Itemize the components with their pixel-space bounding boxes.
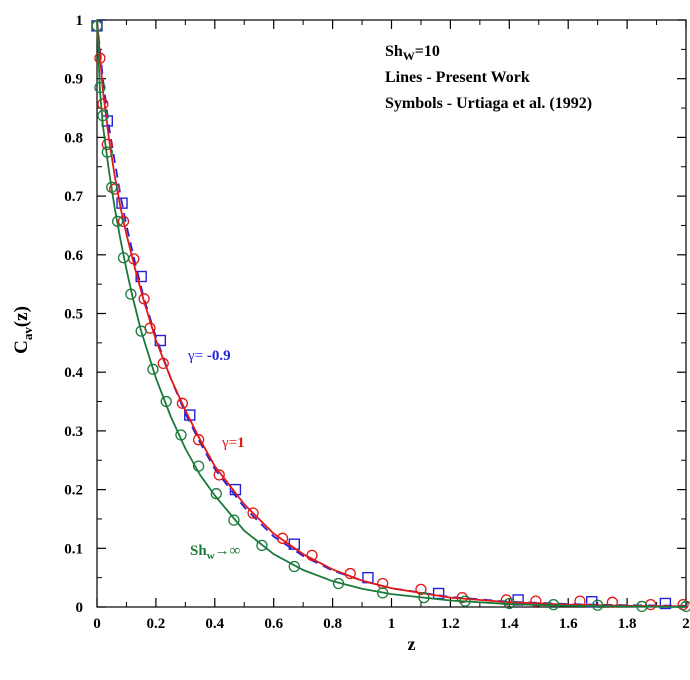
legend-line-2: Lines - Present Work: [385, 69, 530, 86]
series-marker-circle: [256, 539, 268, 552]
series-marker-circle: [247, 507, 259, 519]
series-label: γ=1: [221, 435, 245, 451]
x-tick-label: 0.8: [323, 616, 342, 632]
legend-line-1-main: Sh: [385, 43, 403, 60]
series-marker-circle: [306, 549, 318, 561]
series-line: [96, 19, 687, 608]
series-marker-circle: [332, 577, 345, 590]
series-marker-circle: [91, 20, 103, 32]
y-tick-label: 0.9: [64, 72, 83, 88]
x-tick-label: 1.6: [559, 616, 578, 632]
series-marker-square: [116, 197, 128, 209]
legend-line-1-sub: W: [403, 49, 415, 63]
y-axis-title: Cav(z): [11, 306, 35, 354]
series-marker-circle: [636, 600, 648, 613]
legend-line-3: Symbols - Urtiaga et al. (1992): [385, 95, 592, 112]
series-marker-circle: [276, 532, 289, 544]
series-marker-circle: [125, 288, 137, 300]
series-marker-circle: [147, 363, 159, 375]
series-marker-circle: [288, 560, 300, 573]
series-marker-circle: [547, 599, 560, 611]
series-label-tail: -0.9: [203, 348, 231, 364]
y-tick-label: 0.6: [64, 248, 83, 264]
series-label-main: Sh: [190, 543, 207, 559]
series-marker-circle: [101, 138, 113, 151]
series-marker-circle: [213, 469, 225, 481]
y-tick-label: 0.4: [64, 365, 83, 381]
series-marker-circle: [94, 52, 106, 64]
series-marker-circle: [503, 597, 515, 610]
x-tick-label: 0: [93, 616, 101, 632]
series-marker-circle: [377, 587, 389, 599]
series-marker-circle: [192, 434, 205, 446]
series-marker-circle: [157, 357, 169, 370]
legend-line-1: ShW=10: [385, 43, 440, 63]
y-tick-label: 0.8: [64, 130, 83, 146]
series-marker-circle: [192, 460, 205, 472]
y-tick-label: 0.7: [64, 189, 83, 205]
series-marker-circle: [117, 215, 130, 227]
series-marker-circle: [377, 577, 389, 590]
series-marker-circle: [97, 98, 109, 110]
series-marker-circle: [117, 252, 130, 264]
axes: 0 0.2 0.4 0.6 0.8 1 1.2 1.4 1.6 1.8 2 0 0.1 0.2 0.3 0.4…: [64, 13, 690, 632]
y-axis-title-suffix: (z): [11, 306, 32, 327]
series-marker-circle: [210, 488, 222, 500]
series-marker-circle: [160, 395, 172, 408]
x-tick-label: 1: [388, 616, 396, 632]
y-tick-label: 0.5: [64, 307, 83, 323]
series-marker-circle: [175, 429, 187, 441]
series-marker-circle: [456, 591, 468, 604]
x-tick-label: 0.6: [264, 616, 283, 632]
series-label-tail: →∞: [215, 543, 241, 559]
series-marker-circle: [680, 600, 690, 613]
y-axis-title-sub: av: [20, 327, 35, 341]
y-axis-title-main: C: [11, 340, 32, 354]
series-marker-circle: [459, 595, 471, 607]
series-marker-square: [659, 597, 672, 610]
series-label-main: γ=: [187, 348, 203, 364]
series-marker-circle: [138, 293, 150, 305]
series-marker-circle: [418, 591, 430, 604]
series-marker-circle: [97, 110, 109, 122]
series-3: [91, 19, 690, 613]
x-axis-title: z: [408, 634, 416, 654]
series-marker-circle: [176, 397, 189, 409]
series-label-main: γ=: [221, 435, 237, 451]
series-label: γ= -0.9: [187, 348, 231, 364]
series-marker-circle: [94, 81, 106, 94]
legend-line-1-tail: =10: [415, 43, 440, 60]
series-marker-circle: [592, 599, 604, 611]
series-label: Shw→∞: [190, 543, 241, 562]
series-layer: [91, 19, 690, 613]
y-tick-label: 0.1: [64, 541, 83, 557]
series-marker-square: [135, 270, 147, 283]
series-label-sub: w: [207, 550, 215, 562]
y-tick-label: 0.2: [64, 483, 83, 499]
series-marker-circle: [645, 599, 657, 611]
series-label-tail: 1: [237, 435, 245, 451]
series-marker-circle: [500, 594, 513, 606]
x-tick-label: 1.2: [441, 616, 460, 632]
x-tick-label: 2: [682, 616, 690, 632]
series-marker-circle: [228, 514, 240, 526]
x-tick-label: 1.8: [618, 616, 637, 632]
x-tick-label: 0.4: [205, 616, 224, 632]
x-tick-label: 1.4: [500, 616, 519, 632]
series-marker-circle: [101, 146, 113, 158]
y-tick-label: 0.3: [64, 424, 83, 440]
series-marker-square: [229, 483, 242, 496]
series-marker-circle: [106, 181, 118, 193]
series-marker-circle: [344, 567, 356, 580]
series-marker-circle: [111, 215, 124, 227]
y-tick-label: 1: [76, 13, 84, 29]
series-marker-circle: [606, 596, 619, 608]
x-tick-label: 0.2: [147, 616, 166, 632]
series-marker-circle: [135, 325, 147, 337]
y-tick-label: 0: [76, 600, 84, 616]
series-marker-circle: [530, 595, 542, 607]
